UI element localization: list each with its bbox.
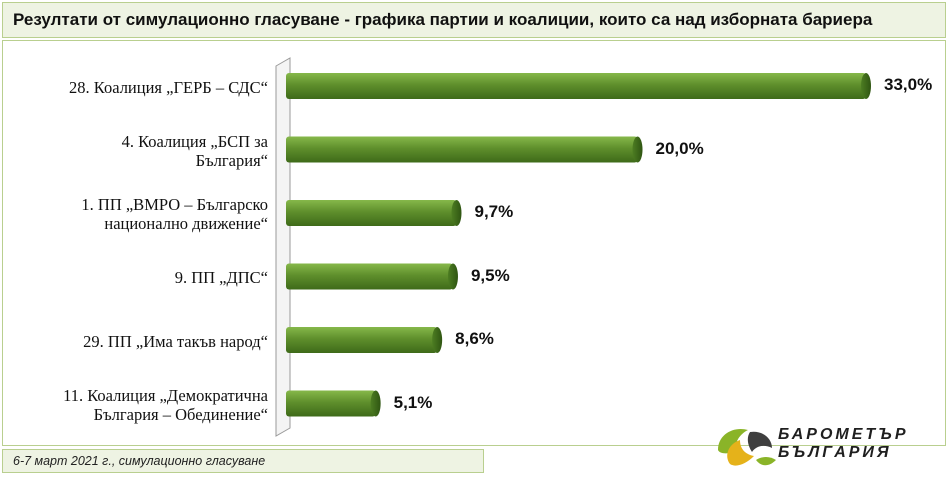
bar-end-cap — [447, 263, 458, 290]
chart-title: Резултати от симулационно гласуване - гр… — [13, 10, 873, 29]
category-label: 4. Коалиция „БСП за България“ — [8, 132, 268, 170]
logo-mark-icon — [718, 428, 776, 466]
category-label-line: 1. ПП „ВМРО – Българско — [81, 195, 268, 214]
bar-end-cap — [451, 200, 462, 226]
bar — [286, 263, 458, 290]
plot-frame — [2, 40, 946, 446]
bar-end-cap — [432, 327, 443, 353]
logo-text-line1: БАРОМЕТЪР — [778, 426, 909, 443]
category-label-line: България – Обединение“ — [93, 404, 268, 424]
bar — [286, 136, 643, 163]
bar-body — [286, 136, 638, 163]
bar-end-cap — [632, 136, 643, 163]
bar-value-label: 9,7% — [474, 202, 514, 221]
bar-end-cap — [370, 390, 381, 417]
category-label: 28. Коалиция „ГЕРБ – СДС“ — [8, 78, 268, 97]
footer-note-box: 6-7 март 2021 г., симулационно гласуване — [2, 449, 484, 473]
bar-body — [286, 263, 453, 290]
bar-body — [286, 390, 376, 417]
category-label-line: 28. Коалиция „ГЕРБ – СДС“ — [69, 77, 268, 97]
bar — [286, 73, 871, 99]
category-label-line: национално движение“ — [104, 214, 268, 233]
bar — [286, 327, 443, 353]
category-label: 9. ПП „ДПС“ — [8, 268, 268, 287]
category-label: 29. ПП „Има такъв народ“ — [8, 332, 268, 351]
chart-header: Резултати от симулационно гласуване - гр… — [2, 2, 946, 38]
bar — [286, 390, 381, 417]
category-label-line: 9. ПП „ДПС“ — [174, 268, 268, 287]
bar-value-label: 20,0% — [655, 138, 704, 158]
category-label: 1. ПП „ВМРО – Българско национално движен… — [8, 195, 268, 233]
bar-body — [286, 200, 457, 226]
bar-value-label: 33,0% — [884, 75, 933, 94]
axis-wall — [275, 57, 291, 437]
category-label-line: 4. Коалиция „БСП за — [121, 131, 268, 151]
category-label-line: България“ — [195, 150, 268, 170]
bar — [286, 200, 462, 226]
bar-value-label: 5,1% — [393, 392, 433, 412]
bar-end-cap — [861, 73, 871, 99]
bar-body — [286, 327, 438, 353]
category-label-line: 11. Коалиция „Демократична — [63, 385, 268, 405]
bar-body — [286, 73, 866, 99]
category-label: 11. Коалиция „Демократична България – Обе… — [8, 386, 268, 424]
footer-note: 6-7 март 2021 г., симулационно гласуване — [13, 454, 266, 468]
bar-value-label: 9,5% — [470, 265, 510, 285]
category-label-line: 29. ПП „Има такъв народ“ — [83, 331, 268, 351]
logo-text-line2: БЪЛГАРИЯ — [778, 444, 892, 461]
bar-value-label: 8,6% — [455, 329, 494, 348]
barometer-bulgaria-logo: БАРОМЕТЪР БЪЛГАРИЯ — [710, 420, 935, 472]
